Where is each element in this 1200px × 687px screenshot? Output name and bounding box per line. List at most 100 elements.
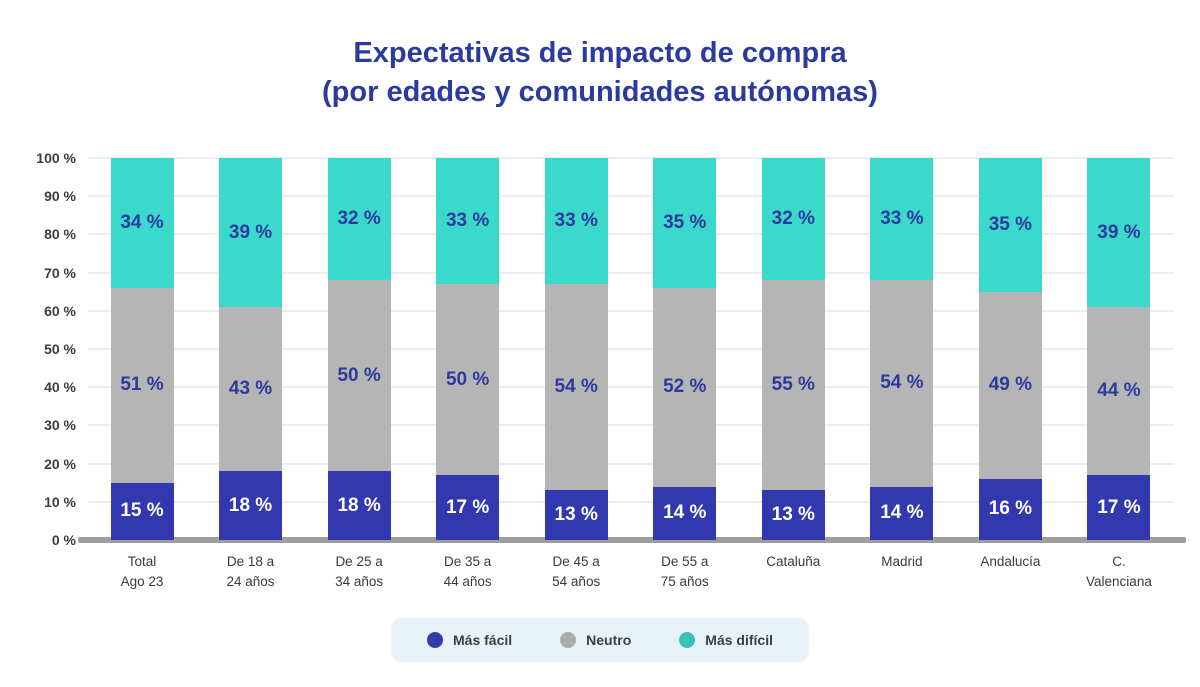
y-tick-80: 80 % <box>44 226 76 243</box>
bar-segment-mas-dificil: 33 % <box>870 158 934 281</box>
bar-segment-mas-dificil: 33 % <box>544 158 608 285</box>
y-tick-20: 20 % <box>44 455 76 472</box>
legend-label: Neutro <box>586 632 632 648</box>
bar-cataluna: 13 % 55 % 32 % <box>761 158 825 540</box>
segment-value-label: 33 % <box>445 210 490 232</box>
x-label-line2: 34 años <box>335 573 384 589</box>
chart-title: Expectativas de impacto de compra (por e… <box>0 34 1200 111</box>
x-label-line1: Total <box>127 554 157 569</box>
y-tick-90: 90 % <box>44 188 76 205</box>
bar-segment-neutro: 54 % <box>870 280 934 487</box>
x-label-cataluna: Cataluña <box>733 552 853 572</box>
legend-item-neutro: Neutro <box>560 632 631 648</box>
legend-dot-icon <box>427 632 444 648</box>
x-label-line2: 54 años <box>552 573 601 589</box>
legend: Más fácil Neutro Más difícil <box>391 618 809 662</box>
x-label-line1: De 35 a <box>443 554 492 569</box>
segment-value-label: 43 % <box>228 378 273 400</box>
bar-segment-mas-facil: 18 % <box>219 471 283 540</box>
bar-segment-neutro: 50 % <box>327 280 391 472</box>
bar-segment-neutro: 52 % <box>653 287 717 487</box>
x-label-line1: De 18 a <box>226 554 275 569</box>
segment-value-label: 39 % <box>228 221 273 243</box>
legend-item-mas-dificil: Más difícil <box>679 632 773 648</box>
y-tick-60: 60 % <box>44 302 76 319</box>
bar-c-valenciana: 17 % 44 % 39 % <box>1087 158 1151 540</box>
segment-value-label: 35 % <box>663 211 707 233</box>
segment-value-label: 55 % <box>771 374 815 396</box>
x-label-line1: Cataluña <box>766 554 821 569</box>
plot-area: 15 % 51 % 34 % 18 % 43 % 39 % 18 % 50 % 32 % 17 %… <box>78 157 1186 543</box>
bar-segment-neutro: 44 % <box>1087 306 1151 476</box>
y-tick-50: 50 % <box>44 341 76 357</box>
segment-value-label: 33 % <box>880 208 924 230</box>
bar-segment-mas-facil: 18 % <box>327 471 391 540</box>
x-label-total-ago-23: Total Ago 23 <box>82 552 202 591</box>
x-label-c-valenciana: C. Valenciana <box>1059 552 1179 591</box>
gridline-60 <box>88 309 1174 312</box>
bar-segment-neutro: 50 % <box>436 284 500 476</box>
legend-label: Más fácil <box>453 632 513 648</box>
gridline-90 <box>88 195 1174 198</box>
segment-value-label: 15 % <box>120 500 164 522</box>
bar-segment-neutro: 55 % <box>761 280 825 491</box>
x-label-de-18-a-24-anos: De 18 a 24 años <box>191 552 311 591</box>
gridline-40 <box>88 386 1174 389</box>
legend-item-mas-facil: Más fácil <box>427 632 512 648</box>
bar-segment-mas-facil: 15 % <box>110 482 174 540</box>
segment-value-label: 33 % <box>554 210 598 232</box>
bar-andalucia: 16 % 49 % 35 % <box>978 158 1042 540</box>
segment-value-label: 32 % <box>771 208 815 230</box>
segment-value-label: 39 % <box>1097 221 1141 243</box>
bar-segment-mas-dificil: 32 % <box>327 158 391 281</box>
bar-segment-mas-facil: 17 % <box>1087 475 1151 540</box>
segment-value-label: 18 % <box>228 494 273 516</box>
bar-segment-mas-dificil: 35 % <box>653 158 717 288</box>
bar-segment-mas-facil: 14 % <box>653 486 717 540</box>
x-label-line2: 44 años <box>443 573 492 589</box>
segment-value-label: 17 % <box>1097 496 1141 518</box>
segment-value-label: 54 % <box>880 372 924 394</box>
bar-madrid: 14 % 54 % 33 % <box>870 158 934 540</box>
gridline-100 <box>88 157 1174 159</box>
y-tick-40: 40 % <box>44 379 76 396</box>
x-label-de-25-a-34-anos: De 25 a 34 años <box>299 552 419 591</box>
gridline-10 <box>88 500 1174 503</box>
bar-segment-neutro: 51 % <box>110 287 174 483</box>
legend-dot-icon <box>679 632 696 648</box>
segment-value-label: 54 % <box>554 376 598 398</box>
x-label-line2: 24 años <box>226 573 275 589</box>
bar-segment-neutro: 49 % <box>978 291 1042 479</box>
y-tick-100: 100 % <box>36 150 76 166</box>
segment-value-label: 49 % <box>988 374 1033 396</box>
segment-value-label: 50 % <box>445 368 490 390</box>
bar-de-25-a-34-anos: 18 % 50 % 32 % <box>327 158 391 540</box>
x-label-andalucia: Andalucía <box>950 552 1070 572</box>
segment-value-label: 50 % <box>337 364 381 386</box>
y-tick-10: 10 % <box>44 493 76 510</box>
x-label-line1: Andalucía <box>980 554 1041 569</box>
segment-value-label: 51 % <box>120 374 164 396</box>
bar-segment-neutro: 43 % <box>219 307 283 472</box>
bar-segment-mas-dificil: 35 % <box>978 158 1042 292</box>
x-label-madrid: Madrid <box>842 552 962 572</box>
bar-de-18-a-24-anos: 18 % 43 % 39 % <box>219 158 283 540</box>
x-label-de-45-a-54-anos: De 45 a 54 años <box>516 552 636 591</box>
legend-label: Más difícil <box>705 632 773 648</box>
segment-value-label: 14 % <box>663 502 707 524</box>
x-label-line1: C. <box>1112 554 1126 569</box>
gridline-80 <box>88 233 1174 236</box>
gridline-50 <box>88 348 1174 350</box>
bar-segment-mas-facil: 16 % <box>978 478 1042 540</box>
bar-segment-mas-facil: 13 % <box>544 490 608 540</box>
legend-dot-icon <box>560 632 577 648</box>
segment-value-label: 32 % <box>337 208 381 230</box>
segment-value-label: 44 % <box>1097 380 1141 402</box>
segment-value-label: 13 % <box>554 504 598 526</box>
x-label-line1: De 45 a <box>552 554 600 569</box>
bar-segment-mas-facil: 13 % <box>761 490 825 540</box>
bar-segment-mas-dificil: 39 % <box>1087 158 1151 307</box>
bar-segment-mas-facil: 14 % <box>870 486 934 540</box>
gridline-70 <box>88 271 1174 274</box>
bar-segment-mas-dificil: 39 % <box>219 158 283 307</box>
